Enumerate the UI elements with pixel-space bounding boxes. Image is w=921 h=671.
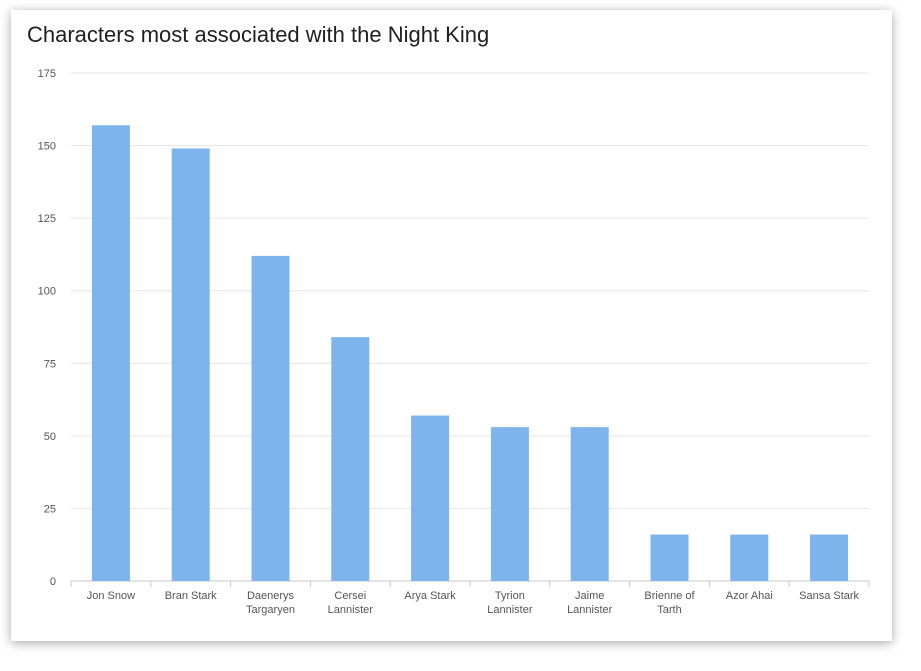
y-tick-label: 125 [38, 213, 56, 225]
chart-card: Characters most associated with the Nigh… [11, 10, 892, 641]
y-tick-label: 150 [38, 141, 56, 153]
bar [650, 534, 689, 581]
y-tick-label: 175 [38, 68, 56, 80]
bar [411, 415, 450, 581]
bar [251, 255, 290, 581]
y-tick-label: 0 [50, 576, 56, 588]
bar [730, 534, 769, 581]
x-category-label-line: Lannister [487, 604, 533, 616]
x-category-label-line: Tyrion [495, 590, 525, 602]
bar [171, 148, 210, 581]
x-category-label-line: Sansa Stark [799, 590, 859, 602]
y-tick-label: 50 [44, 431, 56, 443]
x-category-label: Bran Stark [165, 590, 217, 602]
chart-title: Characters most associated with the Nigh… [27, 22, 490, 47]
x-category-label-line: Arya Stark [404, 590, 456, 602]
x-category-label: Jaime Lannister [567, 590, 613, 616]
bar [91, 125, 130, 581]
x-category-label-line: Lannister [567, 604, 613, 616]
x-category-label-line: Jon Snow [87, 590, 135, 602]
x-category-label: Tyrion Lannister [487, 590, 533, 616]
bar [570, 427, 609, 581]
y-tick-label: 75 [44, 358, 56, 370]
x-category-label: Azor Ahai [726, 590, 773, 602]
x-category-label-line: Brienne of [644, 590, 695, 602]
x-category-label: Cersei Lannister [328, 590, 374, 616]
y-tick-label: 100 [38, 286, 56, 298]
x-category-label-line: Jaime [575, 590, 604, 602]
bar-chart: 0 25 50 75 100 125 150 175 Jon Snow Bran Stark Dae… [38, 68, 870, 616]
x-category-label: Arya Stark [404, 590, 456, 602]
x-category-label: Brienne of Tarth [644, 590, 695, 616]
x-category-label-line: Cersei [334, 590, 366, 602]
x-category-label-line: Tarth [657, 604, 681, 616]
y-tick-label: 25 [44, 503, 56, 515]
x-category-label: Sansa Stark [799, 590, 859, 602]
x-category-label-line: Daenerys [247, 590, 295, 602]
x-category-label-line: Bran Stark [165, 590, 217, 602]
bar [490, 427, 529, 581]
bar [331, 337, 370, 581]
x-category-label-line: Azor Ahai [726, 590, 773, 602]
x-category-label-line: Targaryen [246, 604, 295, 616]
x-category-label-line: Lannister [328, 604, 374, 616]
bar [810, 534, 849, 581]
x-category-label: Daenerys Targaryen [246, 590, 295, 616]
x-category-label: Jon Snow [87, 590, 135, 602]
